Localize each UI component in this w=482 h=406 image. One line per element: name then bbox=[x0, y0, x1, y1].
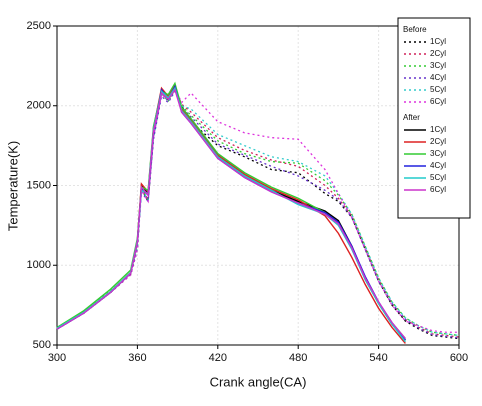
x-tick-label: 300 bbox=[48, 352, 66, 364]
legend-label: 5Cyl bbox=[430, 85, 446, 94]
series-line bbox=[56, 88, 460, 337]
series-line bbox=[56, 88, 460, 337]
series-line bbox=[56, 88, 460, 340]
legend-label: 1Cyl bbox=[430, 125, 446, 134]
legend-label: 4Cyl bbox=[430, 161, 446, 170]
series-line bbox=[56, 84, 406, 341]
legend-label: 2Cyl bbox=[430, 49, 446, 58]
series-line bbox=[56, 83, 406, 344]
y-axis-label: Temperature(K) bbox=[5, 141, 20, 231]
x-tick-label: 600 bbox=[450, 352, 468, 364]
legend-label: 5Cyl bbox=[430, 173, 446, 182]
legend-label: 3Cyl bbox=[430, 149, 446, 158]
y-tick-label: 1500 bbox=[27, 179, 51, 191]
x-axis-label: Crank angle(CA) bbox=[210, 374, 307, 389]
legend-label: 6Cyl bbox=[430, 97, 446, 106]
series-line bbox=[56, 88, 406, 340]
legend-label: 1Cyl bbox=[430, 37, 446, 46]
legend-label: 2Cyl bbox=[430, 137, 446, 146]
legend-label: 3Cyl bbox=[430, 61, 446, 70]
legend-title: Before bbox=[403, 25, 427, 34]
x-tick-label: 540 bbox=[369, 352, 387, 364]
legend-label: 4Cyl bbox=[430, 73, 446, 82]
y-tick-label: 2000 bbox=[27, 100, 51, 112]
x-tick-label: 420 bbox=[209, 352, 227, 364]
y-tick-label: 2500 bbox=[27, 20, 51, 32]
y-tick-label: 500 bbox=[33, 339, 51, 351]
x-tick-label: 480 bbox=[289, 352, 307, 364]
legend-title: After bbox=[403, 113, 420, 122]
series-line bbox=[56, 81, 406, 340]
series-line bbox=[56, 86, 406, 343]
legend-label: 6Cyl bbox=[430, 185, 446, 194]
series-line bbox=[56, 84, 406, 341]
y-tick-label: 1000 bbox=[27, 259, 51, 271]
x-tick-label: 360 bbox=[128, 352, 146, 364]
legend-box bbox=[397, 17, 471, 219]
